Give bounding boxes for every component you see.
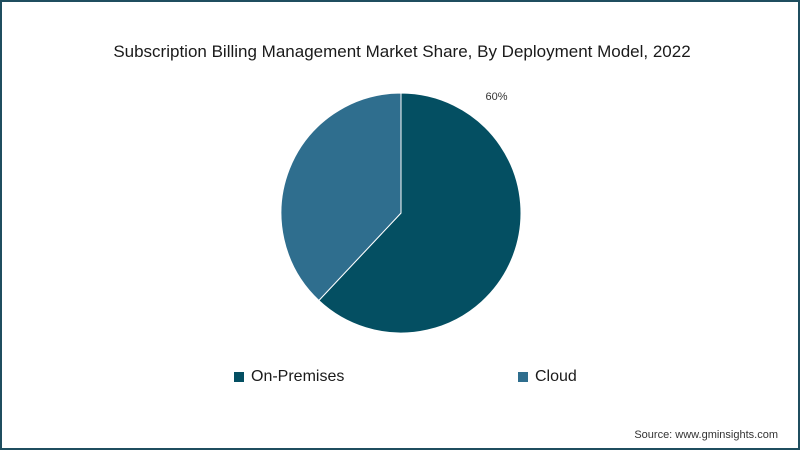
pie-slice-cloud <box>280 92 402 302</box>
data-label-on-premises: 60% <box>485 91 507 103</box>
legend-label-cloud: Cloud <box>535 368 577 385</box>
chart-title: Subscription Billing Management Market S… <box>113 42 691 61</box>
legend-swatch-cloud <box>518 372 528 382</box>
pie-slice-on-premises <box>318 92 522 334</box>
legend-item-on-premises: On-Premises <box>234 368 344 386</box>
source-note: Source: www.gminsights.com <box>634 429 778 441</box>
legend-item-cloud: Cloud <box>518 368 577 386</box>
legend-label-on-premises: On-Premises <box>251 368 345 385</box>
legend-swatch-on-premises <box>234 372 244 382</box>
